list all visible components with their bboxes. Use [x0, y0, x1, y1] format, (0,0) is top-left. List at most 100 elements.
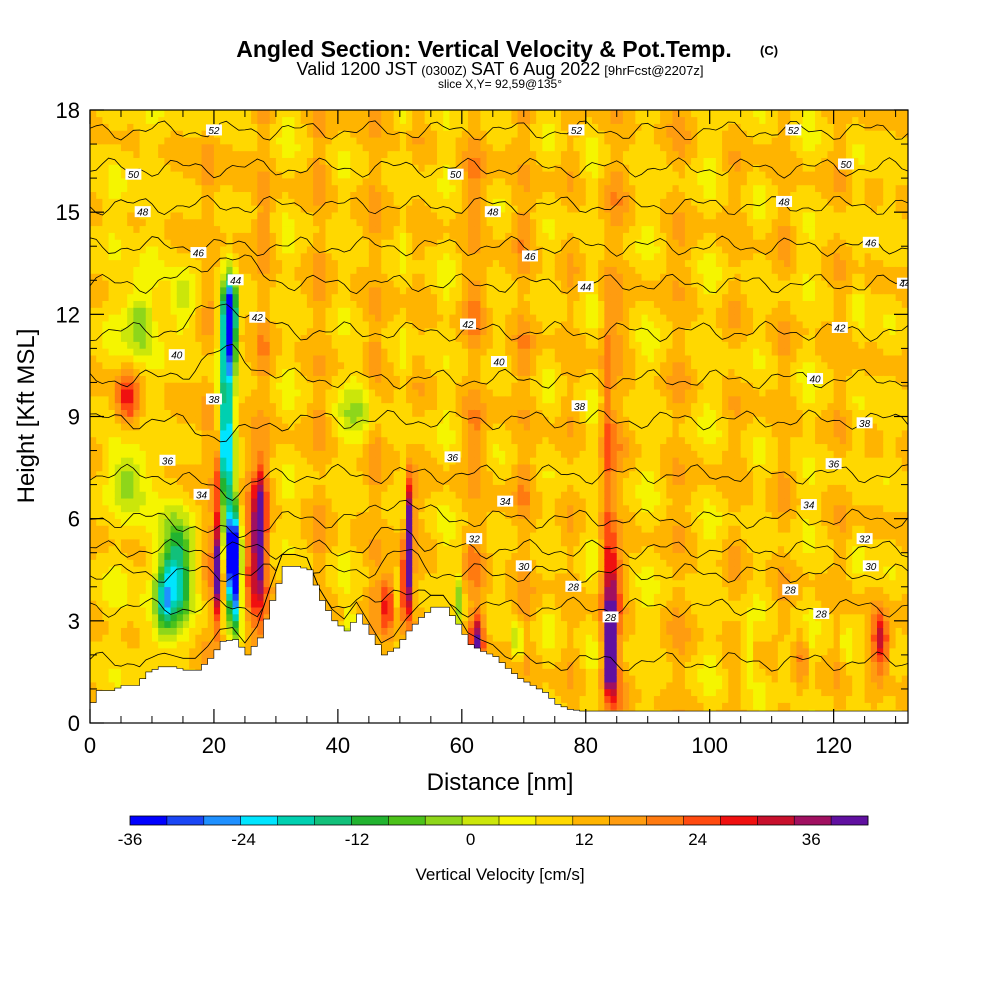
field-cell	[406, 218, 413, 227]
field-cell	[164, 307, 172, 315]
field-cell	[430, 593, 438, 601]
field-cell	[294, 300, 302, 308]
field-cell	[164, 205, 172, 213]
field-cell	[133, 123, 141, 131]
field-cell	[151, 484, 159, 492]
field-cell	[300, 409, 308, 417]
field-cell	[151, 211, 159, 220]
field-cell	[313, 402, 320, 410]
field-cell	[151, 273, 159, 281]
field-cell	[350, 239, 358, 247]
field-cell	[393, 579, 401, 588]
field-cell	[195, 402, 203, 410]
field-cell	[362, 436, 370, 445]
field-cell	[158, 239, 165, 247]
field-cell	[325, 497, 333, 506]
field-cell	[406, 300, 413, 308]
field-cell	[207, 177, 215, 186]
field-cell	[350, 423, 358, 431]
field-cell	[232, 307, 240, 315]
field-cell	[387, 279, 395, 288]
field-cell	[108, 307, 116, 315]
field-cell	[164, 375, 172, 383]
field-cell	[269, 511, 277, 519]
field-cell	[195, 477, 203, 485]
field-cell	[356, 191, 364, 199]
field-cell	[182, 320, 190, 329]
field-cell	[120, 429, 128, 438]
field-cell	[275, 416, 283, 424]
field-cell	[269, 477, 277, 485]
field-cell	[108, 661, 116, 669]
field-cell	[275, 552, 283, 560]
field-cell	[244, 586, 252, 594]
field-cell	[90, 477, 97, 485]
field-cell	[387, 436, 395, 445]
field-cell	[375, 123, 382, 131]
field-cell	[96, 484, 103, 492]
field-cell	[337, 348, 345, 356]
field-cell	[195, 443, 203, 451]
field-cell	[275, 429, 283, 438]
field-cell	[120, 320, 128, 329]
field-cell	[244, 198, 252, 206]
field-cell	[263, 314, 271, 322]
field-cell	[120, 143, 128, 152]
field-cell	[325, 320, 333, 329]
field-cell	[406, 225, 413, 233]
field-cell	[133, 218, 141, 227]
field-cell	[102, 382, 110, 390]
field-cell	[120, 279, 128, 288]
field-cell	[282, 191, 289, 199]
field-cell	[331, 273, 339, 281]
field-cell	[288, 157, 296, 165]
field-cell	[412, 429, 420, 438]
field-cell	[170, 436, 178, 445]
field-cell	[418, 375, 426, 383]
field-cell	[220, 164, 227, 172]
field-cell	[158, 143, 165, 152]
field-cell	[164, 538, 172, 547]
field-cell	[344, 198, 351, 206]
field-cell	[263, 606, 271, 615]
field-cell	[114, 225, 122, 233]
field-cell	[306, 273, 314, 281]
field-cell	[133, 552, 141, 560]
field-cell	[195, 518, 203, 526]
field-cell	[170, 450, 178, 458]
field-cell	[158, 395, 165, 404]
field-cell	[263, 497, 271, 506]
field-cell	[306, 150, 314, 158]
field-cell	[399, 205, 407, 213]
field-cell	[244, 409, 252, 417]
field-cell	[375, 531, 382, 540]
field-cell	[195, 334, 203, 342]
field-cell	[331, 395, 339, 404]
field-cell	[344, 368, 351, 376]
field-cell	[189, 593, 196, 601]
field-cell	[220, 477, 227, 485]
field-cell	[325, 354, 333, 363]
field-cell	[226, 382, 234, 390]
field-cell	[263, 334, 271, 342]
field-cell	[387, 314, 395, 322]
field-cell	[424, 443, 432, 451]
field-cell	[418, 211, 426, 220]
field-cell	[269, 497, 277, 506]
field-cell	[96, 504, 103, 513]
field-cell	[399, 470, 407, 479]
field-cell	[263, 205, 271, 213]
field-cell	[325, 436, 333, 445]
field-cell	[201, 600, 209, 608]
field-cell	[325, 116, 333, 124]
field-cell	[127, 566, 134, 574]
field-cell	[294, 423, 302, 431]
field-cell	[257, 225, 265, 233]
field-cell	[325, 402, 333, 410]
field-cell	[412, 300, 420, 308]
field-cell	[325, 191, 333, 199]
field-cell	[387, 429, 395, 438]
field-cell	[325, 348, 333, 356]
field-cell	[145, 279, 153, 288]
field-cell	[195, 348, 203, 356]
